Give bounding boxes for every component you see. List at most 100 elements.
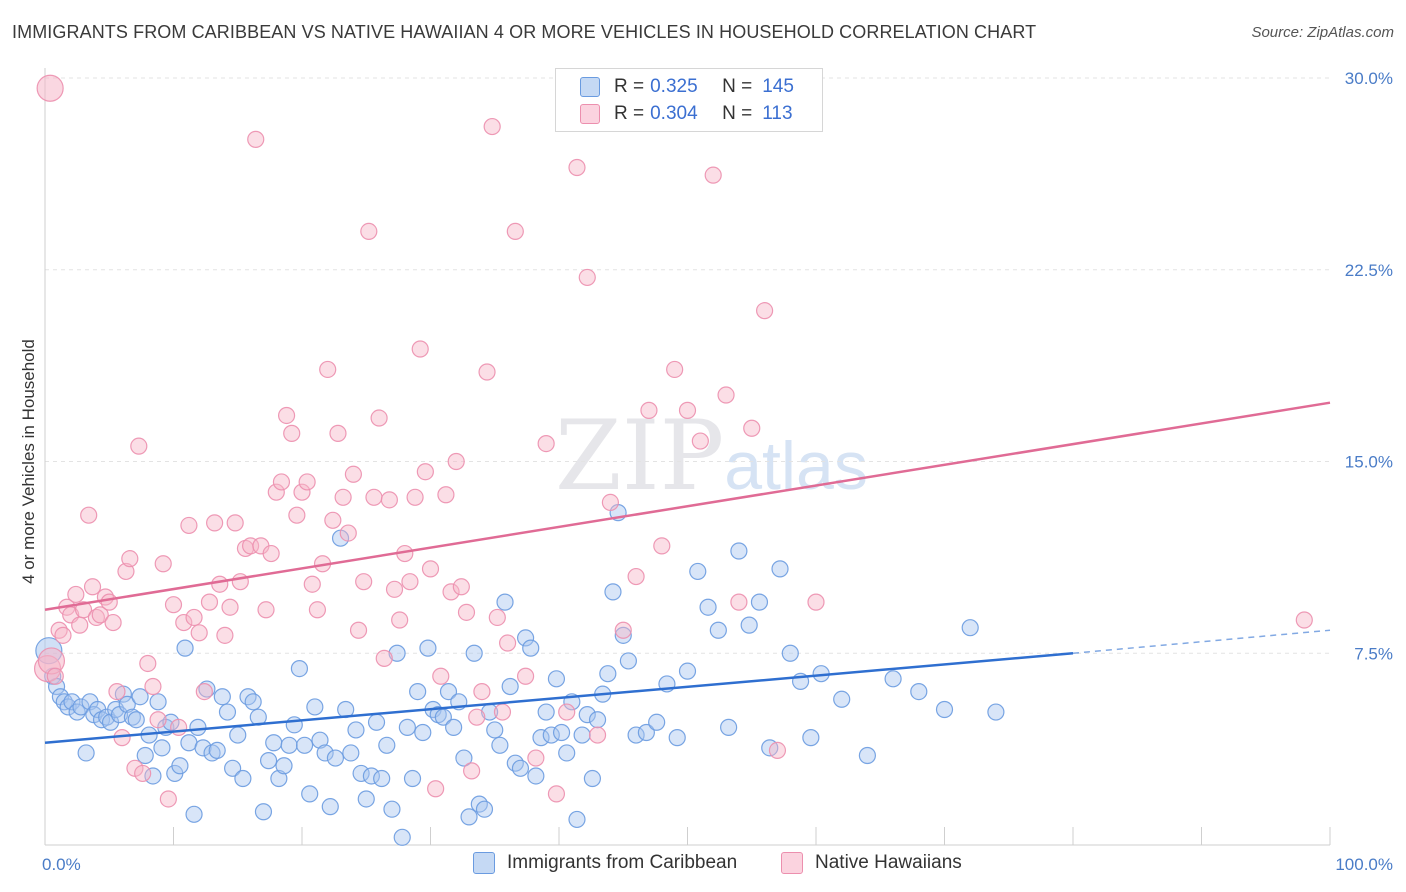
hawaiian-point [355,573,373,591]
stats-legend: R = 0.325 N = 145 R = 0.304 N = 113 [555,68,823,132]
n-label: N = [722,103,753,124]
caribbean-point [224,759,242,777]
hawaiian-point [768,741,787,760]
hawaiian-point [558,703,576,721]
hawaiian-point [678,401,697,419]
caribbean-point [419,639,437,657]
hawaiian-point [180,516,198,535]
hawaiian-point [83,578,102,596]
hawaiian-point [807,593,825,611]
caribbean-point [648,713,666,731]
hawaiian-point [743,419,761,437]
caribbean-point [542,726,560,744]
caribbean-point [311,731,329,749]
hawaiian-point [380,491,398,509]
hawaiian-point [257,601,275,619]
caribbean-point [280,736,298,754]
caribbean-point [234,769,252,788]
r-value: 0.304 [650,103,698,124]
hawaiian-point [601,493,620,512]
legend-item-caribbean[interactable]: Immigrants from Caribbean [473,852,737,874]
hawaiian-point [447,452,465,471]
caribbean-point [194,739,212,757]
caribbean-point [475,800,494,818]
hawaiian-point [416,463,434,481]
hawaiian-point [67,585,85,604]
hawaiian-point [329,424,347,442]
hawaiian-point [46,667,64,685]
hawaiian-point [1295,611,1313,629]
caribbean-point [229,726,247,744]
caribbean-point [491,736,509,754]
hawaiian-point [74,601,93,619]
hawaiian-point [293,483,311,501]
caribbean-point [522,639,540,657]
caribbean-point [439,682,458,701]
caribbean-point [486,721,504,739]
hawaiian-point [267,483,285,501]
y-tick-label: 22.5% [1345,261,1393,280]
hawaiian-point [247,130,265,148]
caribbean-point [568,810,586,829]
y-tick-label: 15.0% [1345,453,1393,472]
hawaiian-point [704,166,722,184]
hawaiian-point [216,626,234,644]
hawaiian-point [666,360,684,379]
caribbean-point [259,752,278,770]
caribbean-point [362,767,380,785]
chart-title: IMMIGRANTS FROM CARIBBEAN VS NATIVE HAWA… [12,22,1037,42]
caribbean-point [127,711,145,729]
caribbean-point [750,593,769,611]
caribbean-point [265,734,283,752]
caribbean-point [516,629,535,647]
series-legend: Immigrants from Caribbean Native Hawaiia… [0,852,1406,878]
caribbean-point [781,644,799,662]
caribbean-point [614,626,632,644]
caribbean-point [208,741,226,760]
legend-item-hawaiian[interactable]: Native Hawaiians [781,852,962,874]
caribbean-point [409,682,427,701]
hawaiian-point [588,726,607,744]
hawaiian-point [80,506,98,524]
caribbean-point [131,688,149,706]
hawaiian-point [149,711,167,729]
hawaiian-point [272,473,291,491]
caribbean-point [987,703,1005,721]
hawaiian-point [298,473,316,491]
caribbean-point [136,746,154,765]
hawaiian-point [537,435,555,453]
hawaiian-point [130,437,148,455]
caribbean-point [532,729,550,747]
caribbean-point [619,652,637,670]
hawaiian-point [175,613,193,632]
caribbean-point [383,800,401,818]
hawaiian-point [144,677,162,696]
hawaiian-point [568,158,586,177]
caribbean-point [393,828,411,846]
caribbean-point [270,769,288,788]
r-label: R = [614,103,645,124]
caribbean-point [578,706,596,724]
hawaiian-point [91,606,109,624]
hawaiian-point [277,406,296,425]
hawaiian-point [134,764,152,783]
watermark: ZIPatlas [555,400,868,512]
r-value: 0.325 [650,76,698,97]
caribbean-point [185,805,203,823]
caribbean-point [388,644,406,662]
hawaiian-point [104,613,122,632]
hawaiian-point [370,409,388,427]
caribbean-point [306,698,324,716]
caribbean-point [547,670,566,688]
hawaiian-point [401,573,419,591]
caribbean-point [720,718,738,736]
caribbean-point [527,767,545,785]
y-tick-label: 7.5% [1354,644,1393,663]
stats-row-hawaiian: R = 0.304 N = 113 [580,101,793,127]
hawaiian-point [71,616,89,634]
hawaiian-point [339,524,357,542]
caribbean-point [802,729,820,747]
hawaiian-point [221,598,239,616]
caribbean-point [771,560,789,578]
source-credit: Source: ZipAtlas.com [1251,24,1394,41]
